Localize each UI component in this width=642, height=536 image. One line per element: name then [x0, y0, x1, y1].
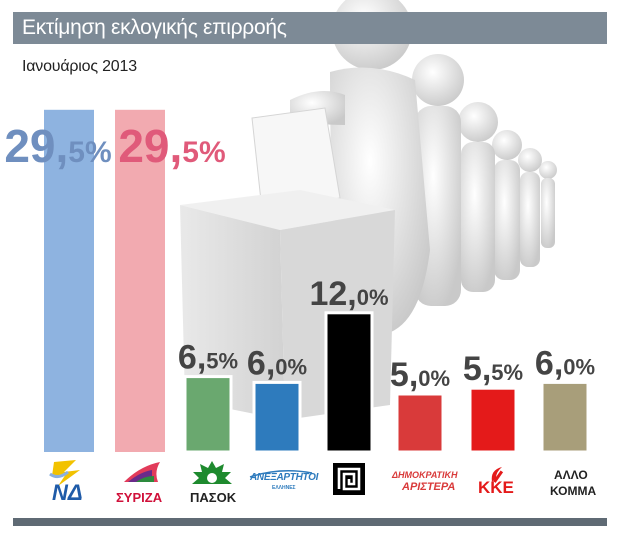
- logo-label-dimar-1: ΔΗΜΟΚΡΑΤΙΚΗ: [392, 470, 458, 480]
- logo-kke: ΚΚΕ: [470, 464, 526, 498]
- logo-pasok: ΠΑΣΟΚ: [184, 458, 240, 508]
- chart-title: Εκτίμηση εκλογικής επιρροής: [22, 16, 287, 39]
- bottom-bar: [13, 518, 607, 526]
- logo-label-other-1: ΑΛΛΟ: [554, 468, 588, 482]
- nd-lamp-icon: [49, 460, 80, 486]
- logo-label-kke: ΚΚΕ: [478, 478, 514, 497]
- value-label-8: 6,0%: [535, 344, 595, 382]
- logo-sublabel-anel: ΕΛΛΗΝΕΣ: [272, 485, 296, 491]
- logo-xa: [332, 462, 366, 496]
- bar-4: [252, 380, 302, 454]
- logo-label-dimar-2: ΑΡΙΣΤΕΡΑ: [402, 481, 456, 493]
- bar-8: [540, 380, 590, 454]
- value-label-2: 29,5%: [118, 120, 225, 172]
- title-bar: [13, 12, 607, 44]
- bar-1: [44, 109, 94, 453]
- anel-swoosh-icon: [249, 470, 313, 478]
- logo-anel: ΑΝΕΞΑΡΤΗΤΟΙ ΕΛΛΗΝΕΣ: [246, 466, 319, 496]
- value-label-7: 5,5%: [463, 350, 523, 388]
- pasok-sun-icon: [192, 461, 232, 484]
- bar-7: [468, 386, 518, 454]
- syriza-flag-icon: [124, 462, 160, 482]
- bar-5: [324, 311, 374, 454]
- logo-syriza: ΣΥΡΙΖΑ: [110, 458, 174, 508]
- logo-label-nd: ΝΔ: [52, 480, 83, 505]
- value-label-5: 12,0%: [309, 275, 388, 313]
- value-label-1: 29,5%: [4, 120, 111, 172]
- logo-label-other-2: ΚΟΜΜΑ: [550, 484, 597, 498]
- value-label-6: 5,0%: [390, 356, 450, 394]
- logo-label-pasok: ΠΑΣΟΚ: [190, 490, 237, 505]
- logo-label-anel: ΑΝΕΞΑΡΤΗΤΟΙ: [250, 472, 319, 483]
- logo-other: ΑΛΛΟ ΚΟΜΜΑ: [540, 468, 600, 504]
- bar-6: [395, 392, 445, 454]
- chart-subtitle: Ιανουάριος 2013: [22, 58, 137, 75]
- value-label-3: 6,5%: [178, 339, 238, 377]
- meander-icon: [333, 463, 365, 495]
- value-label-4: 6,0%: [247, 344, 307, 382]
- bar-2: [115, 109, 165, 453]
- logo-nd: ΝΔ: [36, 458, 96, 508]
- bar-3: [183, 375, 233, 454]
- logo-dimar: ΔΗΜΟΚΡΑΤΙΚΗ ΑΡΙΣΤΕΡΑ: [390, 470, 462, 500]
- logo-label-syriza: ΣΥΡΙΖΑ: [116, 490, 163, 505]
- hammer-sickle-icon: [491, 467, 504, 483]
